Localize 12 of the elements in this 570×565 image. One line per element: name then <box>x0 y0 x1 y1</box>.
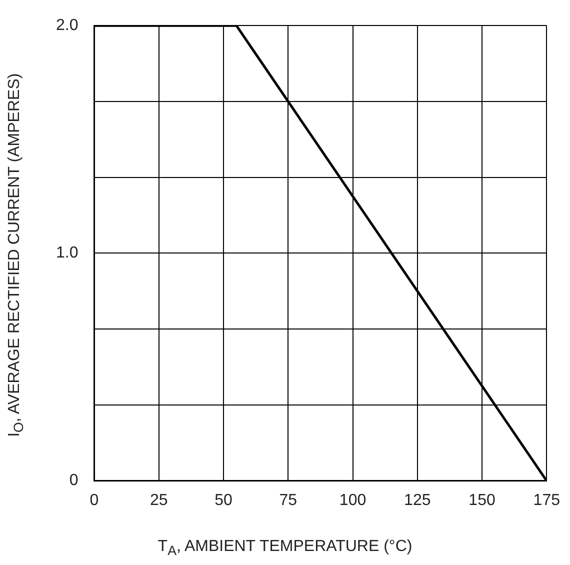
y-tick-label: 1.0 <box>56 244 78 262</box>
x-tick-label: 150 <box>468 492 496 509</box>
x-axis-title: T$_{A}$, AMBIENT TEMPERATURE (°C) <box>156 538 414 558</box>
x-tick-label: 0 <box>90 492 99 509</box>
x-tick-label: 25 <box>150 492 168 509</box>
x-tick-label: 175 <box>533 492 560 509</box>
x-tick-label: 50 <box>214 492 232 509</box>
y-tick-label: 2.0 <box>56 17 78 34</box>
y-tick-label: 0 <box>69 472 78 490</box>
x-tick-label: 125 <box>404 492 431 509</box>
x-tick-label: 75 <box>279 492 298 509</box>
x-tick-label: 100 <box>339 492 366 509</box>
